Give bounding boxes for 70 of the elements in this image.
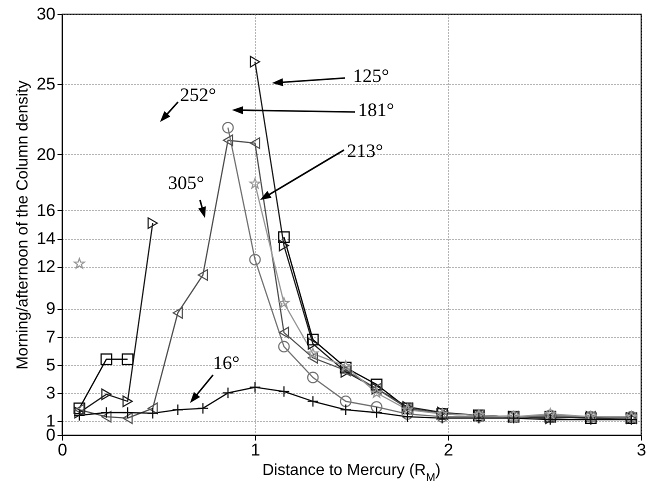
point [197,402,209,414]
annotation: 305° [168,173,204,194]
point [172,307,183,319]
point [101,388,112,400]
annotation: 16° [213,353,240,374]
point [307,348,318,358]
y-tick-label: 14 [36,229,56,248]
point [402,408,414,420]
point [308,352,318,364]
point [307,334,319,346]
point [122,395,133,408]
point [544,408,556,419]
y-tick-label: 7 [46,327,56,346]
y-tick-label: 5 [46,355,56,374]
point [148,217,158,229]
point [122,412,133,424]
annotation: 125° [353,66,390,88]
y-tick-label: 20 [36,144,56,164]
x-tick-label: 0 [58,440,68,460]
point [278,240,290,252]
point [250,137,260,149]
point [307,395,319,408]
point [402,410,414,423]
point [307,372,319,384]
point [249,178,261,189]
point [100,353,112,366]
point [249,254,261,266]
y-tick-label: 16 [36,200,56,220]
point [278,340,290,352]
point [340,404,352,416]
point [74,406,85,418]
point [370,406,382,418]
point [308,338,318,350]
point [101,410,112,423]
x-tick-label: 3 [636,440,646,460]
annotation: 213° [347,141,384,162]
x-axis-title: Distance to Mercury (R$_{M}$) [262,462,441,481]
y-tick-label: 0 [46,426,56,444]
y-tick-label: 9 [46,299,56,318]
y-tick-label: 30 [36,4,56,24]
point [122,353,134,366]
y-tick-label: 12 [36,257,56,276]
point [340,395,352,408]
point [222,387,234,399]
point [278,231,290,243]
point [370,378,382,390]
y-tick-label: 3 [46,383,56,402]
point [278,386,290,398]
point [148,402,158,414]
annotation: 252° [180,85,216,106]
x-tick-label: 1 [250,440,260,460]
point [250,56,260,68]
point [198,269,208,281]
point [371,387,382,398]
point [122,406,134,418]
point [74,258,85,269]
point [100,406,112,418]
point [278,326,290,338]
point [222,134,234,146]
annotation: 181° [358,100,394,122]
x-tick-label: 2 [444,440,454,460]
y-axis-title: Morning/afternoon of the Column density [14,80,32,370]
point [74,410,86,422]
point [222,122,234,134]
point [172,404,184,416]
point [146,407,159,420]
point [278,297,290,308]
y-tick-label: 25 [36,74,56,94]
point [370,401,382,413]
point [249,381,261,394]
